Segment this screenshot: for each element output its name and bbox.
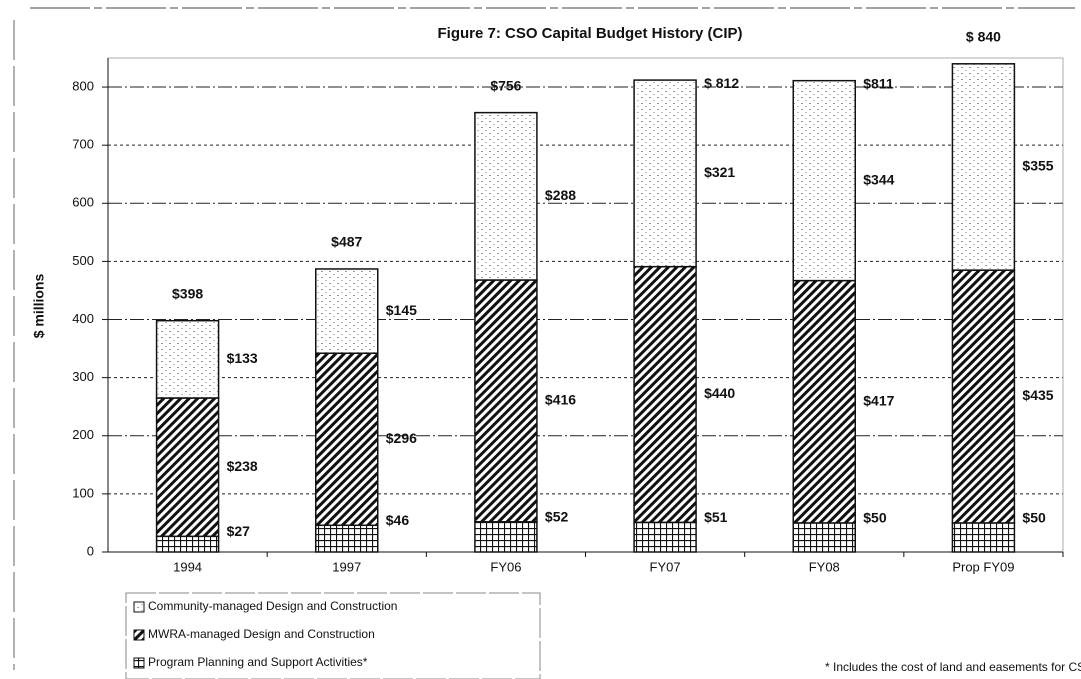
x-tick-label: FY07	[650, 559, 681, 574]
data-label: $417	[863, 392, 894, 408]
y-tick-label: 800	[72, 78, 94, 93]
bar-segment	[155, 397, 220, 538]
legend-swatch	[133, 629, 145, 641]
bar-segment	[315, 352, 379, 527]
total-label: $756	[490, 77, 521, 93]
data-label: $440	[704, 385, 735, 401]
bar-segment	[792, 522, 856, 553]
bar-segment	[155, 319, 220, 399]
total-label: $ 812	[704, 75, 739, 91]
bar-segment	[315, 268, 379, 354]
legend-label: Community-managed Design and Constructio…	[148, 599, 397, 613]
y-tick-label: 400	[72, 311, 94, 326]
bar-segment	[633, 265, 697, 524]
y-tick-label: 300	[72, 369, 94, 384]
y-tick-label: 200	[72, 427, 94, 442]
bar-segment	[155, 535, 220, 553]
bar-segment	[792, 79, 856, 282]
y-tick-label: 600	[72, 195, 94, 210]
total-label: $487	[331, 234, 362, 250]
data-label: $133	[227, 350, 258, 366]
legend-box	[125, 592, 541, 679]
y-axis-label: $ millions	[31, 274, 47, 339]
data-label: $51	[704, 509, 728, 525]
legend-swatch	[133, 601, 145, 613]
data-label: $288	[545, 187, 576, 203]
data-label: $50	[863, 510, 887, 526]
data-label: $416	[545, 392, 576, 408]
data-label: $435	[1022, 387, 1053, 403]
total-label: $811	[863, 75, 894, 91]
y-tick-label: 100	[72, 485, 94, 500]
bar-segment	[633, 521, 697, 553]
x-tick-label: Prop FY09	[952, 559, 1014, 574]
data-label: $296	[386, 430, 417, 446]
bar-segment	[633, 79, 697, 268]
x-tick-label: FY06	[490, 559, 521, 574]
data-label: $355	[1022, 158, 1053, 174]
bar-segment	[474, 279, 538, 523]
bar-segment	[315, 524, 379, 553]
x-tick-label: FY08	[809, 559, 840, 574]
x-tick-label: 1994	[173, 559, 202, 574]
bar-segment	[951, 269, 1016, 524]
data-label: $344	[863, 171, 894, 187]
legend-label: MWRA-managed Design and Construction	[148, 627, 375, 641]
data-label: $321	[704, 164, 735, 180]
bar-segment	[951, 63, 1016, 271]
data-label: $27	[227, 523, 251, 539]
chart-title: Figure 7: CSO Capital Budget History (CI…	[437, 25, 742, 42]
data-label: $52	[545, 508, 569, 524]
x-tick-label: 1997	[332, 559, 361, 574]
plot-frame	[107, 57, 1064, 553]
y-tick-label: 0	[87, 543, 94, 558]
data-label: $145	[386, 302, 417, 318]
legend-swatch	[133, 657, 145, 669]
legend-label: Program Planning and Support Activities*	[148, 655, 368, 669]
total-label: $398	[172, 285, 203, 301]
bar-segment	[474, 111, 538, 281]
total-label: $ 840	[966, 29, 1001, 45]
data-label: $238	[227, 458, 258, 474]
footnote: * Includes the cost of land and easement…	[825, 660, 1081, 674]
y-tick-label: 700	[72, 137, 94, 152]
data-label: $46	[386, 512, 410, 528]
data-label: $50	[1022, 510, 1046, 526]
bar-segment	[792, 279, 856, 524]
y-tick-label: 500	[72, 253, 94, 268]
bar-segment	[474, 521, 538, 553]
bar-segment	[951, 522, 1016, 553]
